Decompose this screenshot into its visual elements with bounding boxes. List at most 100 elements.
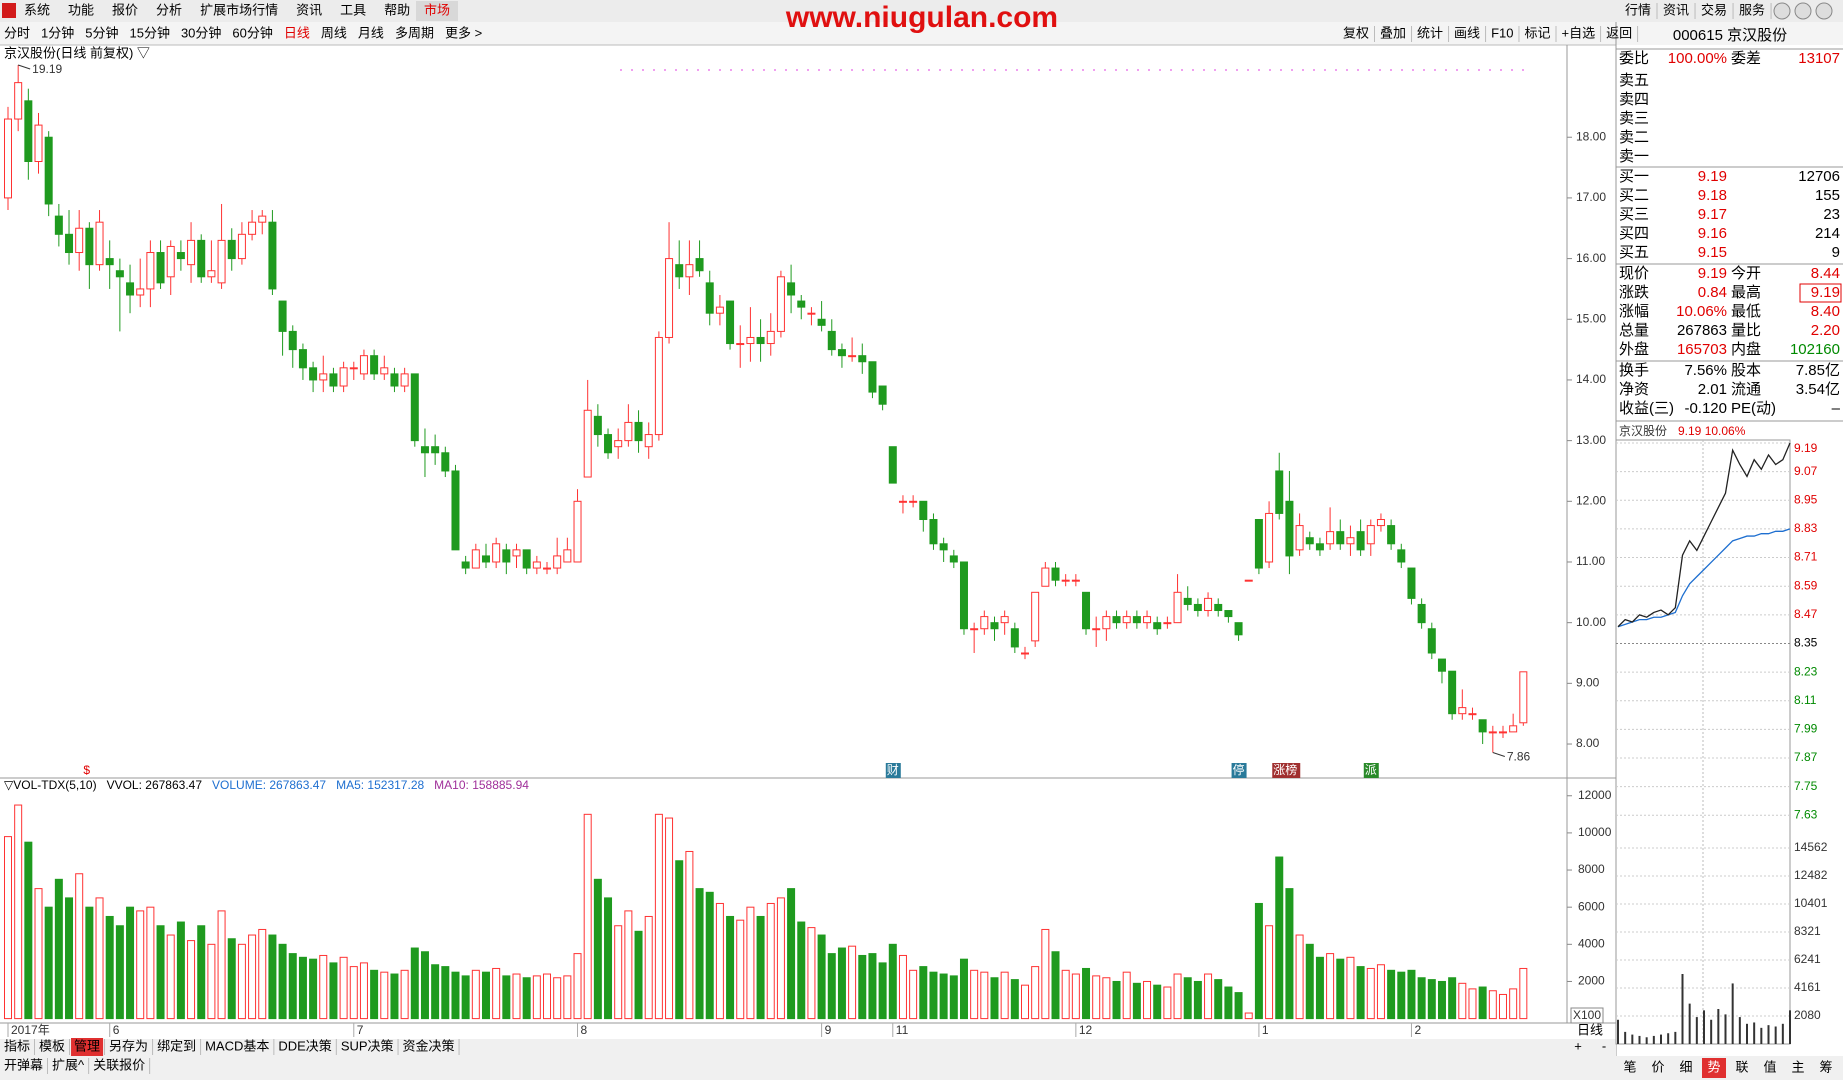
quote-value: 0.84 xyxy=(1698,284,1727,301)
period-tab[interactable]: 日线 xyxy=(284,25,310,40)
menu-highlight xyxy=(416,1,458,21)
minimize[interactable] xyxy=(1773,2,1791,20)
menu-right[interactable]: 交易 xyxy=(1701,2,1727,17)
period-tab[interactable]: 5分钟 xyxy=(85,25,118,40)
candle-body xyxy=(54,215,63,235)
zoom-button[interactable]: + xyxy=(1574,1038,1582,1053)
bid-label: 买五 xyxy=(1619,244,1649,261)
tool-button[interactable]: +自选 xyxy=(1561,25,1595,40)
y-tick-label: 16.00 xyxy=(1576,251,1606,265)
period-tab[interactable]: 15分钟 xyxy=(129,25,169,40)
side-tab[interactable]: 筹 xyxy=(1819,1059,1832,1074)
candle-body xyxy=(471,549,480,569)
candle-body xyxy=(278,300,287,332)
tool-button[interactable]: 返回 xyxy=(1606,25,1632,40)
close[interactable] xyxy=(1815,2,1833,20)
ask-label: 卖五 xyxy=(1619,72,1649,89)
tool-button[interactable]: 画线 xyxy=(1454,25,1480,40)
candle-body xyxy=(298,349,307,369)
bottom-tab[interactable]: MACD基本 xyxy=(205,1038,269,1053)
period-tab[interactable]: 周线 xyxy=(321,25,347,40)
menu-market[interactable]: 市场 xyxy=(424,2,450,17)
bottom-tab[interactable]: 模板 xyxy=(39,1038,65,1053)
volume-bar xyxy=(563,975,572,1020)
candle-body xyxy=(166,245,175,278)
bottom-tab[interactable]: 开弹幕 xyxy=(4,1057,43,1072)
candle-body xyxy=(746,336,755,345)
period-tab[interactable]: 60分钟 xyxy=(232,25,272,40)
y-tick-label: 8.59 xyxy=(1794,578,1818,592)
bottom-tab[interactable]: 扩展^ xyxy=(52,1057,85,1072)
candle-body xyxy=(309,367,318,381)
volume-bar xyxy=(14,804,23,1020)
bid-price: 9.18 xyxy=(1698,187,1727,204)
bottom-tab[interactable]: SUP决策 xyxy=(341,1038,394,1053)
menu-item[interactable]: 系统 xyxy=(24,2,50,17)
side-tab[interactable]: 势 xyxy=(1707,1059,1720,1074)
volume-bar xyxy=(1173,973,1182,1020)
bottom-tab[interactable]: 绑定到 xyxy=(157,1038,196,1053)
bottom-tab[interactable]: 管理 xyxy=(74,1038,100,1053)
menu-right[interactable]: 行情 xyxy=(1625,2,1651,17)
menu-item[interactable]: 工具 xyxy=(340,2,366,17)
bottom-tab[interactable]: DDE决策 xyxy=(278,1038,331,1053)
volume-bar xyxy=(624,910,633,1020)
menu-item[interactable]: 帮助 xyxy=(384,2,410,17)
bottom-tab[interactable]: 关联报价 xyxy=(93,1057,145,1072)
candle-body xyxy=(187,239,196,266)
side-tab[interactable]: 价 xyxy=(1651,1059,1664,1074)
volume-bar xyxy=(1000,971,1009,1020)
side-tab[interactable]: 细 xyxy=(1679,1059,1692,1074)
quote-title: 000615 京汉股份 xyxy=(1673,27,1787,44)
volume-bar xyxy=(34,888,43,1020)
maximize[interactable] xyxy=(1794,2,1812,20)
candle-body xyxy=(1336,531,1345,545)
menu-item[interactable]: 功能 xyxy=(68,2,94,17)
menu-item[interactable]: 分析 xyxy=(156,2,182,17)
period-tab[interactable]: 分时 xyxy=(4,25,30,40)
candle-body xyxy=(593,415,602,436)
bottom-tab[interactable]: 另存为 xyxy=(109,1038,148,1053)
candle-body xyxy=(929,519,938,545)
volume-bar xyxy=(105,915,114,1020)
x-tick-label: 7 xyxy=(357,1023,364,1037)
candle-body xyxy=(675,264,684,278)
zoom-button[interactable]: - xyxy=(1602,1038,1606,1053)
bottom-tab[interactable]: 指标 xyxy=(4,1038,30,1053)
volume-bar xyxy=(543,973,552,1020)
volume-bar xyxy=(827,953,836,1020)
bottom-tab[interactable]: 资金决策 xyxy=(403,1038,455,1053)
tool-button[interactable]: F10 xyxy=(1491,25,1513,40)
period-tab[interactable]: 更多 > xyxy=(445,25,482,40)
tool-button[interactable]: 复权 xyxy=(1343,25,1369,40)
side-tab[interactable]: 联 xyxy=(1735,1059,1748,1074)
tool-button[interactable]: 叠加 xyxy=(1380,25,1406,40)
quote-label: 量比 xyxy=(1731,322,1761,339)
side-tab[interactable]: 主 xyxy=(1791,1059,1804,1074)
tool-button[interactable]: 标记 xyxy=(1524,25,1550,40)
volume-bar xyxy=(746,906,755,1020)
tool-button[interactable]: 统计 xyxy=(1417,25,1443,40)
volume-bar xyxy=(65,897,74,1020)
candle-body xyxy=(1305,537,1314,545)
menu-item[interactable]: 资讯 xyxy=(296,2,322,17)
period-tab[interactable]: 多周期 xyxy=(395,25,434,40)
candle-body xyxy=(1021,652,1029,655)
period-tab[interactable]: 30分钟 xyxy=(181,25,221,40)
menu-right[interactable]: 服务 xyxy=(1739,2,1765,17)
volume-bar xyxy=(1326,953,1335,1020)
period-tab[interactable]: 1分钟 xyxy=(41,25,74,40)
menu-item[interactable]: 报价 xyxy=(112,2,138,17)
side-tab[interactable]: 值 xyxy=(1763,1059,1776,1074)
volume-bar xyxy=(675,860,684,1020)
period-tab[interactable]: 月线 xyxy=(358,25,384,40)
volume-bar xyxy=(227,938,236,1020)
menu-item[interactable]: 扩展市场行情 xyxy=(200,2,278,17)
candle-body xyxy=(858,355,867,363)
volume-bar xyxy=(176,921,185,1020)
side-tab[interactable]: 笔 xyxy=(1623,1059,1636,1074)
candle-body xyxy=(451,470,460,551)
menu-right[interactable]: 资讯 xyxy=(1663,2,1689,17)
bid-price: 9.15 xyxy=(1698,244,1727,261)
